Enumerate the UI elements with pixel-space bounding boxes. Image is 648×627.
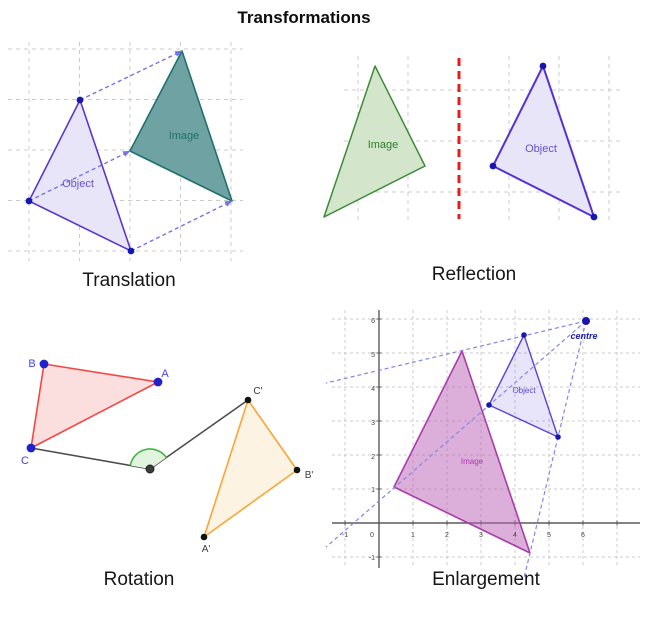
reflection-panel: Image Object <box>323 56 622 221</box>
rotation-caption: Rotation <box>103 569 175 590</box>
axis-tick-label: 1 <box>371 487 375 494</box>
vertex-dot <box>486 402 492 408</box>
translation-vector-arrow <box>130 200 233 252</box>
image-triangle <box>393 350 531 554</box>
vertex-dot <box>521 332 527 338</box>
triangle-ABC <box>30 363 159 449</box>
axis-tick-label: 3 <box>479 532 483 539</box>
centre-of-enlargement-dot <box>582 317 590 325</box>
ray-to-C <box>30 447 151 470</box>
vertex-dot <box>39 359 49 369</box>
vertex-label: C <box>21 455 29 467</box>
angle-slice <box>130 448 167 469</box>
vertex-dot <box>555 434 561 440</box>
axis-tick-label: 0 <box>370 532 374 539</box>
axis-tick-label: 4 <box>371 386 375 393</box>
vertex-dot <box>293 466 301 474</box>
construction-line <box>325 320 587 548</box>
triangle-A1B1C1 <box>203 399 298 538</box>
axis-tick-label: 3 <box>371 420 375 427</box>
rotation-centre-dot <box>145 464 155 474</box>
vertex-label: A <box>161 368 169 380</box>
vertex-label: A' <box>202 544 211 555</box>
axis-tick-label: 1 <box>411 532 415 539</box>
vertex-dot <box>489 162 497 170</box>
axis-tick-label: 5 <box>371 352 375 359</box>
object-triangle <box>492 65 595 218</box>
vertex-dot <box>127 247 135 255</box>
centre-label: centre <box>570 331 597 341</box>
vertex-label: C' <box>253 386 262 397</box>
construction-line <box>325 320 587 384</box>
vertex-dot <box>26 443 36 453</box>
vertex-label: B <box>28 358 35 370</box>
image-label: Image <box>368 139 399 151</box>
axis-tick-label: 6 <box>371 318 375 325</box>
image-label: Image <box>169 130 200 142</box>
vertex-dot <box>590 213 598 221</box>
construction-line <box>523 320 587 579</box>
vertex-dot <box>539 62 547 70</box>
rotation-panel: A B C C' B' A' <box>21 358 313 555</box>
translation-vector-arrow <box>28 150 131 202</box>
vertex-label: B' <box>305 470 314 481</box>
object-label: Object <box>525 143 557 155</box>
axis-tick-label: 2 <box>371 454 375 461</box>
vertex-dot <box>153 377 163 387</box>
reflection-caption: Reflection <box>431 264 517 285</box>
object-label: Object <box>512 386 536 395</box>
axis-tick-label: 5 <box>547 532 551 539</box>
axis-tick-label: 4 <box>513 532 517 539</box>
object-label: Object <box>62 178 94 190</box>
image-triangle <box>323 65 426 218</box>
angle-arc <box>129 448 168 466</box>
axis-tick-label: -1 <box>342 532 348 539</box>
enlargement-panel: -1 0 1 2 3 4 5 6 6 5 4 3 2 1 -1 centre Object Image <box>325 310 640 579</box>
image-triangle <box>129 50 233 202</box>
translation-vector-arrow <box>79 50 183 101</box>
vertex-dot <box>25 197 33 205</box>
axis-tick-label: 6 <box>581 532 585 539</box>
object-triangle <box>488 334 559 438</box>
vertex-dot <box>244 396 252 404</box>
vertex-dot <box>76 96 84 104</box>
translation-panel: Object Image <box>8 42 243 261</box>
axis-tick-label: -1 <box>369 555 375 562</box>
translation-caption: Translation <box>82 270 176 291</box>
enlargement-caption: Enlargement <box>432 569 540 590</box>
vertex-dot <box>200 533 208 541</box>
axis-tick-label: 2 <box>445 532 449 539</box>
page-title: Transformations <box>237 8 371 27</box>
image-label: Image <box>461 457 484 466</box>
